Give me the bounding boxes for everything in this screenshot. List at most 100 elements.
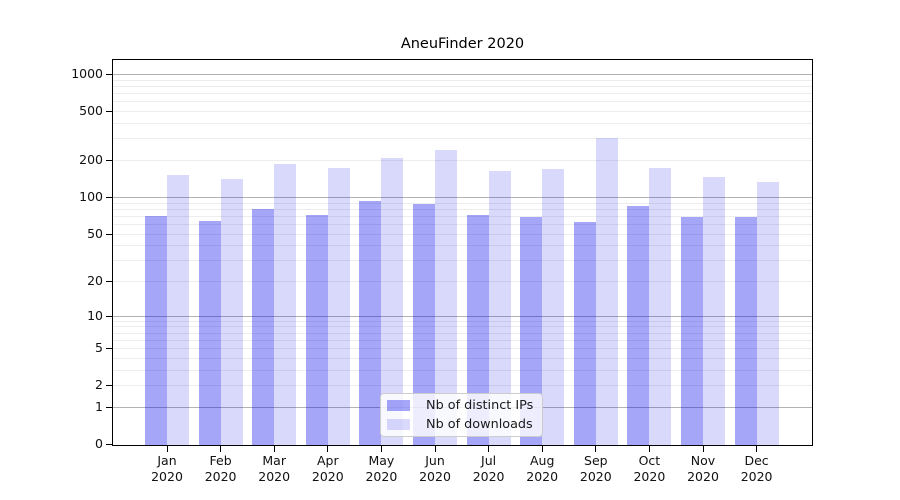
- x-tick-label: Oct 2020: [633, 453, 666, 485]
- minor-gridline: [113, 357, 812, 359]
- chart-title: AneuFinder 2020: [400, 36, 525, 52]
- minor-gridline: [113, 339, 812, 341]
- y-tick-label: 100: [79, 188, 103, 204]
- bar-downloads: [488, 170, 511, 445]
- x-tick-mark: [648, 446, 650, 452]
- y-tick-mark: [106, 315, 113, 317]
- minor-gridline: [113, 111, 812, 113]
- legend-label-downloads: Nb of downloads: [426, 416, 533, 432]
- x-tick-label: Aug 2020: [526, 453, 559, 485]
- minor-gridline: [113, 245, 812, 247]
- bar-distinct-ips: [413, 204, 435, 445]
- bar-downloads: [703, 176, 725, 445]
- y-tick-mark: [106, 111, 113, 113]
- y-tick-label: 1000: [71, 66, 103, 81]
- minor-gridline: [113, 93, 812, 95]
- bar-downloads: [220, 178, 243, 445]
- minor-gridline: [113, 101, 812, 103]
- minor-gridline: [113, 260, 812, 262]
- minor-gridline: [113, 348, 812, 350]
- x-tick-mark: [166, 446, 168, 452]
- minor-gridline: [113, 320, 812, 322]
- y-tick-mark: [106, 281, 113, 282]
- minor-gridline: [113, 202, 812, 204]
- bar-distinct-ips: [145, 215, 167, 445]
- minor-gridline: [113, 332, 812, 334]
- bar-downloads: [756, 181, 779, 445]
- x-tick-mark: [434, 446, 436, 452]
- minor-gridline: [113, 223, 812, 225]
- x-tick-mark: [595, 446, 597, 452]
- legend-swatch-distinct-ips: [387, 400, 410, 412]
- minor-gridline: [113, 281, 812, 282]
- y-tick-mark: [106, 348, 113, 350]
- x-tick-mark: [756, 446, 758, 452]
- x-tick-mark: [380, 446, 382, 452]
- legend-item-distinct-ips: Nb of distinct IPs: [381, 398, 542, 413]
- y-tick-label: 5: [95, 340, 103, 356]
- x-tick-label: Apr 2020: [311, 453, 344, 485]
- x-tick-mark: [488, 446, 490, 452]
- y-tick-label: 2: [95, 377, 103, 393]
- legend-swatch-downloads: [387, 418, 410, 430]
- y-tick-mark: [106, 385, 113, 387]
- minor-gridline: [113, 86, 812, 87]
- bar-downloads: [649, 167, 672, 445]
- x-tick-mark: [702, 446, 704, 452]
- bar-downloads: [381, 158, 404, 445]
- y-tick-label: 500: [79, 103, 103, 119]
- x-tick-label: Dec 2020: [740, 453, 773, 485]
- minor-gridline: [113, 369, 812, 371]
- y-tick-mark: [106, 233, 113, 235]
- x-tick-mark: [220, 446, 222, 452]
- minor-gridline: [113, 79, 812, 81]
- y-tick-mark: [106, 444, 113, 445]
- minor-gridline: [113, 215, 812, 217]
- x-tick-label: May 2020: [365, 453, 398, 485]
- bar-distinct-ips: [734, 217, 757, 445]
- y-tick-label: 1: [95, 398, 103, 414]
- x-tick-mark: [327, 446, 329, 452]
- major-gridline: [113, 74, 812, 75]
- bar-downloads: [327, 167, 350, 445]
- major-gridline: [113, 196, 812, 198]
- x-tick-mark: [273, 446, 275, 452]
- bar-downloads: [167, 175, 189, 445]
- x-tick-label: Mar 2020: [258, 453, 291, 485]
- minor-gridline: [113, 385, 812, 387]
- x-tick-label: Jul 2020: [472, 453, 505, 485]
- bar-distinct-ips: [627, 206, 650, 445]
- major-gridline: [113, 315, 812, 317]
- minor-gridline: [113, 233, 812, 235]
- x-tick-label: Jan 2020: [151, 453, 183, 485]
- legend-item-downloads: Nb of downloads: [381, 417, 542, 432]
- bar-distinct-ips: [681, 217, 703, 445]
- bar-downloads: [274, 163, 297, 445]
- x-tick-label: Nov 2020: [687, 453, 719, 485]
- x-tick-label: Sep 2020: [579, 453, 612, 485]
- y-tick-mark: [106, 196, 113, 198]
- bar-distinct-ips: [573, 222, 596, 445]
- y-tick-label: 20: [87, 273, 103, 288]
- bar-downloads: [542, 168, 565, 445]
- y-tick-mark: [106, 74, 113, 75]
- minor-gridline: [113, 160, 812, 161]
- legend-label-distinct-ips: Nb of distinct IPs: [426, 398, 534, 414]
- bar-distinct-ips: [520, 216, 543, 445]
- minor-gridline: [113, 138, 812, 140]
- minor-gridline: [113, 208, 812, 210]
- legend: Nb of distinct IPs Nb of downloads: [380, 393, 543, 437]
- y-tick-label: 10: [87, 307, 103, 323]
- bar-distinct-ips: [359, 200, 382, 445]
- minor-gridline: [113, 123, 812, 124]
- x-tick-mark: [541, 446, 543, 452]
- y-tick-label: 200: [79, 152, 103, 167]
- bar-distinct-ips: [466, 215, 489, 445]
- bar-downloads: [595, 138, 618, 445]
- bar-distinct-ips: [198, 221, 221, 445]
- bar-distinct-ips: [305, 215, 328, 445]
- minor-gridline: [113, 326, 812, 328]
- bar-distinct-ips: [252, 209, 275, 445]
- x-tick-label: Feb 2020: [204, 453, 237, 485]
